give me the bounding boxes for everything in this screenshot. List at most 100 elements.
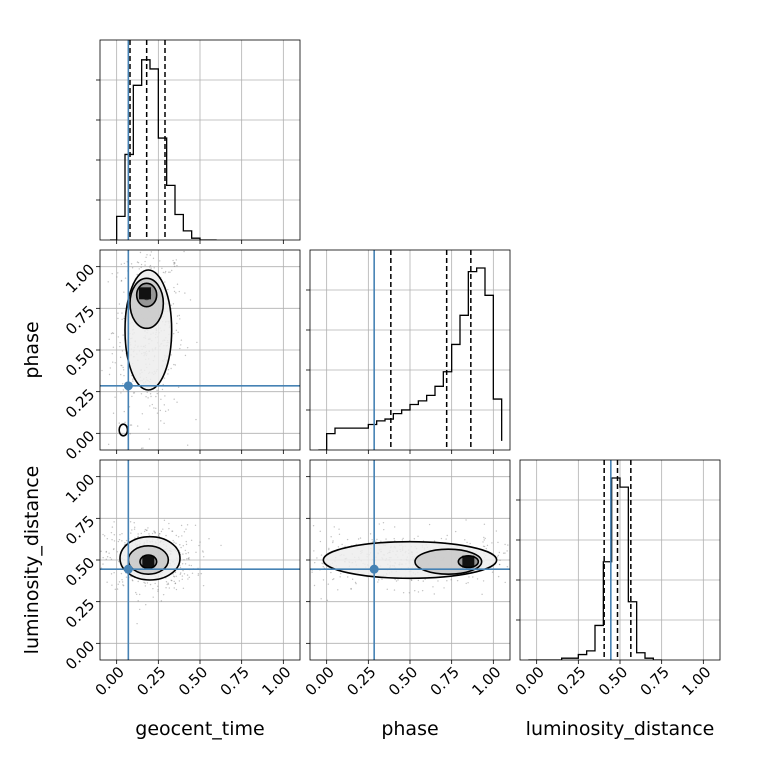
scatter-point (186, 346, 189, 349)
scatter-point (187, 552, 190, 554)
scatter-point (165, 587, 167, 589)
scatter-point (188, 576, 190, 579)
scatter-point (160, 530, 163, 533)
scatter-point (174, 262, 176, 265)
scatter-point (120, 392, 122, 394)
scatter-point (339, 576, 341, 578)
scatter-point (188, 557, 190, 559)
scatter-point (177, 386, 180, 389)
scatter-point (162, 271, 165, 274)
scatter-point (198, 544, 200, 547)
scatter-point (432, 586, 434, 588)
scatter-point (119, 356, 122, 359)
scatter-point (377, 581, 379, 583)
scatter-point (179, 544, 181, 546)
scatter-point (177, 536, 180, 538)
scatter-point (123, 262, 126, 265)
scatter-point (180, 339, 183, 341)
scatter-point (322, 566, 324, 568)
scatter-point (146, 529, 148, 531)
scatter-point (158, 532, 161, 535)
scatter-point (112, 346, 115, 349)
scatter-point (183, 250, 185, 253)
scatter-point (498, 563, 501, 566)
scatter-point (350, 587, 352, 590)
scatter-point (188, 564, 190, 566)
scatter-point (117, 540, 120, 543)
scatter-point (184, 549, 187, 552)
scatter-point (131, 579, 134, 581)
scatter-point (140, 447, 143, 450)
scatter-point (167, 582, 169, 584)
scatter-point (135, 591, 137, 594)
scatter-point (446, 534, 448, 537)
scatter-point (160, 398, 162, 401)
scatter-point (117, 336, 120, 338)
scatter-point (482, 580, 485, 582)
y-tick-label: 1.00 (62, 260, 98, 296)
y-tick-label: 0.25 (62, 385, 98, 421)
scatter-point (149, 266, 151, 268)
scatter-point (119, 534, 121, 536)
scatter-point (483, 539, 485, 541)
scatter-point (131, 529, 133, 531)
scatter-point (157, 585, 159, 587)
scatter-point (320, 598, 322, 600)
scatter-point (417, 591, 420, 593)
scatter-point (120, 279, 123, 282)
scatter-point (164, 281, 166, 283)
scatter-point (120, 373, 122, 376)
scatter-point (100, 550, 102, 553)
y-tick-label: 0.75 (62, 302, 98, 338)
scatter-point (327, 583, 330, 585)
scatter-point (163, 519, 166, 522)
scatter-point (123, 291, 125, 293)
x-tick-label: 1.00 (678, 663, 714, 699)
contour-island (118, 423, 129, 437)
scatter-point (180, 524, 183, 527)
scatter-point (202, 551, 204, 553)
scatter-point (130, 532, 132, 534)
scatter-point (113, 521, 115, 523)
scatter-point (149, 254, 151, 256)
scatter-point (220, 544, 222, 547)
scatter-point (136, 273, 138, 276)
scatter-point (482, 541, 484, 543)
scatter-point (328, 547, 330, 550)
scatter-point (208, 538, 210, 540)
scatter-point (319, 540, 322, 543)
scatter-point (401, 539, 404, 541)
scatter-point (341, 543, 343, 546)
scatter-point (144, 264, 146, 266)
panel-phase-hist (310, 250, 510, 450)
scatter-point (486, 544, 489, 547)
scatter-point (506, 565, 509, 568)
scatter-point (450, 579, 452, 581)
scatter-point (181, 578, 183, 580)
scatter-point (136, 261, 139, 263)
x-tick-label: 0.00 (512, 663, 548, 699)
scatter-point (149, 405, 151, 407)
scatter-point (166, 583, 168, 586)
scatter-point (113, 572, 115, 574)
scatter-point (176, 315, 179, 317)
scatter-point (483, 545, 486, 548)
scatter-point (159, 409, 162, 412)
scatter-point (464, 539, 466, 541)
scatter-point (107, 281, 109, 283)
scatter-point (173, 398, 175, 400)
scatter-point (185, 540, 187, 543)
scatter-point (146, 391, 148, 393)
x-tick-label: 0.50 (175, 663, 211, 699)
scatter-point (191, 572, 194, 575)
scatter-point (138, 593, 141, 596)
scatter-point (141, 413, 144, 415)
scatter-point (344, 545, 346, 547)
scatter-point (173, 575, 175, 577)
scatter-point (417, 579, 420, 582)
scatter-point (359, 537, 362, 539)
y-axis-label-luminosity_distance: luminosity_distance (21, 466, 43, 655)
x-tick-label: 0.25 (133, 663, 169, 699)
scatter-point (484, 537, 486, 540)
scatter-point (143, 530, 146, 533)
